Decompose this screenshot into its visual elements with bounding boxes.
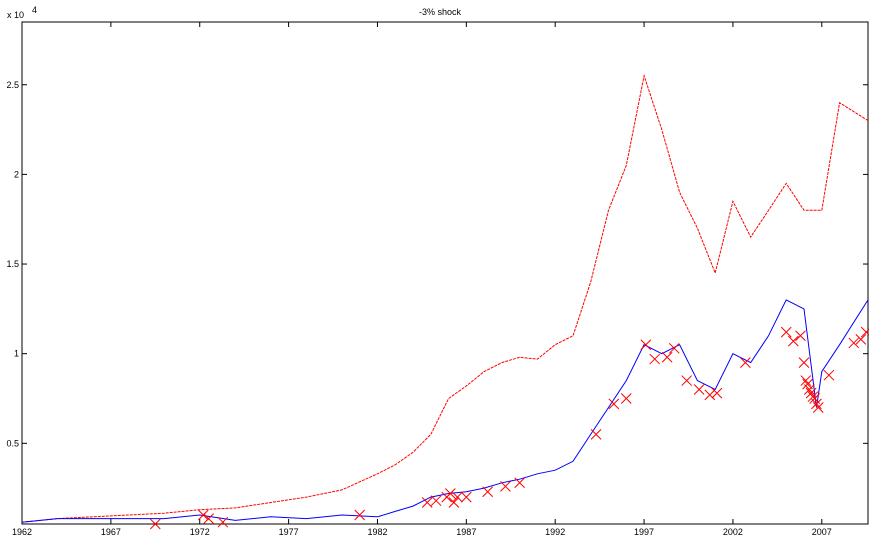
x-tick-label: 1982 bbox=[367, 527, 387, 537]
shock-marker bbox=[203, 513, 214, 524]
y-tick-label: 0.5 bbox=[6, 438, 19, 448]
chart-title: -3% shock bbox=[419, 7, 462, 17]
shock-marker bbox=[668, 342, 680, 354]
shock-marker bbox=[430, 495, 442, 507]
plot-area: 1962 1967 1972 1977 1982 1987 1992 1997 2002 2007… bbox=[6, 21, 869, 537]
shock-marker bbox=[787, 335, 799, 347]
shock-marker bbox=[740, 357, 751, 368]
y-tick-label: 1 bbox=[14, 349, 19, 359]
shock-marker bbox=[649, 353, 661, 365]
y-tick-label: 2.5 bbox=[6, 80, 19, 90]
shock-marker bbox=[500, 480, 511, 492]
x-tick-label: 1977 bbox=[279, 527, 299, 537]
shock-marker bbox=[197, 509, 209, 521]
shock-marker bbox=[800, 375, 812, 386]
shock-marker bbox=[681, 375, 693, 386]
shock-marker bbox=[803, 384, 815, 395]
axes-box bbox=[21, 21, 869, 525]
shock-marker bbox=[823, 369, 835, 381]
shock-marker bbox=[798, 357, 810, 368]
x-tick-label: 1967 bbox=[101, 527, 121, 537]
shock-marker bbox=[514, 477, 526, 489]
shock-marker bbox=[448, 497, 460, 508]
y-tick-label: 2 bbox=[14, 169, 19, 179]
shock-marker bbox=[811, 398, 822, 410]
shock-marker bbox=[354, 509, 366, 521]
shock-marker bbox=[149, 518, 161, 530]
blue-series-line bbox=[21, 299, 869, 523]
shock-marker bbox=[482, 486, 494, 498]
shock-marker bbox=[860, 326, 869, 338]
y-exponent-base: x 10 bbox=[7, 10, 24, 20]
x-tick-label: 1997 bbox=[634, 527, 654, 537]
shock-marker bbox=[780, 326, 792, 338]
shock-marker bbox=[812, 402, 824, 413]
shock-marker bbox=[444, 488, 456, 499]
x-tick-label: 1992 bbox=[545, 527, 565, 537]
shock-marker bbox=[620, 393, 632, 404]
shock-marker bbox=[661, 351, 673, 363]
x-tick-label: 1987 bbox=[456, 527, 476, 537]
shock-marker bbox=[217, 516, 229, 528]
shock-marker bbox=[704, 389, 716, 401]
shock-marker bbox=[855, 333, 867, 345]
x-tick-label: 2002 bbox=[723, 527, 743, 537]
shock-marker bbox=[590, 429, 602, 440]
y-exponent-power: 4 bbox=[32, 5, 37, 15]
shock-marker bbox=[795, 330, 806, 342]
shock-marker bbox=[452, 491, 463, 503]
shock-marker bbox=[640, 339, 652, 351]
y-tick-label: 1.5 bbox=[6, 259, 19, 269]
x-tick-label: 1962 bbox=[12, 527, 32, 537]
x-tick-label: 2007 bbox=[812, 527, 832, 537]
shock-marker bbox=[460, 491, 472, 503]
x-tick-label: 1972 bbox=[190, 527, 210, 537]
shock-marker bbox=[848, 337, 860, 349]
shock-marker bbox=[711, 387, 723, 399]
shock-marker bbox=[805, 387, 817, 399]
shock-marker bbox=[693, 384, 705, 395]
shock-marker bbox=[421, 497, 433, 508]
shock-marker bbox=[608, 398, 620, 410]
y-exponent-label: x 10 4 bbox=[7, 5, 37, 20]
